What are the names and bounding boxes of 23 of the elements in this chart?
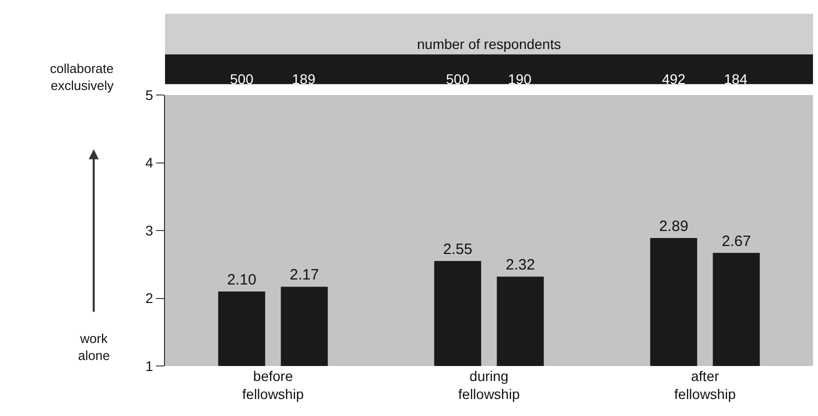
y-tick-label: 2 <box>145 290 154 306</box>
text: 184 <box>724 71 748 87</box>
y-tick-label: 5 <box>145 86 154 103</box>
text: 500 <box>446 71 470 87</box>
x-tick-label: during fellowship <box>458 368 520 402</box>
data-label: 2.55 <box>443 240 472 258</box>
text: number of respondents <box>417 36 561 52</box>
data-label: 2.32 <box>506 256 535 274</box>
text: 189 <box>292 71 316 87</box>
data-label: 2.17 <box>290 266 319 284</box>
y-tick-label: 4 <box>145 154 154 171</box>
x-tick-label: after fellowship <box>674 368 736 402</box>
y-tick-label: 3 <box>145 222 154 238</box>
text: collaborate exclusively <box>50 61 114 93</box>
text: 190 <box>508 71 532 87</box>
data-label: 2.67 <box>722 232 751 250</box>
data-label: 2.10 <box>227 271 256 288</box>
y-tick-label: 1 <box>145 358 154 374</box>
text: 492 <box>662 71 686 87</box>
data-label: 2.89 <box>659 218 688 235</box>
x-tick-label: before fellowship <box>242 368 304 402</box>
text: 500 <box>230 71 254 87</box>
text: work alone <box>78 331 110 363</box>
